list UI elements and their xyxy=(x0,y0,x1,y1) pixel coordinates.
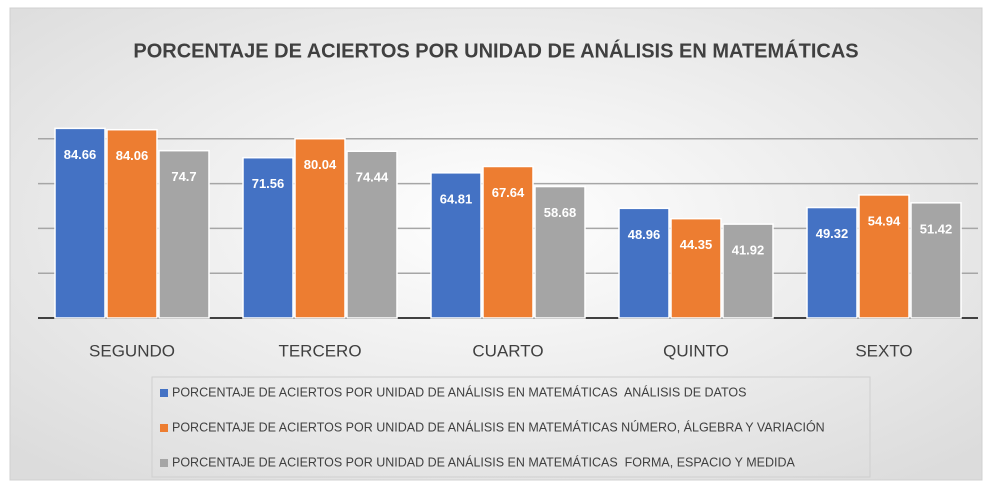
bar xyxy=(670,217,722,319)
data-label: 84.66 xyxy=(64,147,97,162)
legend-frame xyxy=(151,376,871,478)
bar xyxy=(242,156,294,319)
data-label: 80.04 xyxy=(304,157,337,172)
bar xyxy=(722,223,774,319)
data-label: 48.96 xyxy=(628,227,661,242)
bar xyxy=(534,185,586,319)
bar xyxy=(430,172,482,319)
chart-title: PORCENTAJE DE ACIERTOS POR UNIDAD DE ANÁ… xyxy=(133,39,858,62)
legend-swatch xyxy=(160,459,168,467)
bar xyxy=(346,150,398,319)
bar xyxy=(910,202,962,319)
data-label: 54.94 xyxy=(868,213,901,228)
data-label: 84.06 xyxy=(116,148,149,163)
legend-label: PORCENTAJE DE ACIERTOS POR UNIDAD DE ANÁ… xyxy=(172,454,795,469)
bar xyxy=(158,149,210,319)
x-tick-label: SEGUNDO xyxy=(89,341,175,360)
data-label: 51.42 xyxy=(920,221,953,236)
bar xyxy=(618,207,670,319)
x-tick-label: TERCERO xyxy=(278,341,361,360)
bar xyxy=(806,206,858,319)
legend-swatch xyxy=(160,389,168,397)
data-label: 49.32 xyxy=(816,226,849,241)
legend-label: PORCENTAJE DE ACIERTOS POR UNIDAD DE ANÁ… xyxy=(172,384,746,399)
data-label: 44.35 xyxy=(680,237,713,252)
data-label: 74.7 xyxy=(171,169,196,184)
data-label: 58.68 xyxy=(544,205,577,220)
x-tick-label: SEXTO xyxy=(855,341,912,360)
bar xyxy=(106,128,158,319)
data-label: 67.64 xyxy=(492,185,525,200)
data-label: 71.56 xyxy=(252,176,285,191)
data-label: 74.44 xyxy=(356,170,389,185)
data-label: 64.81 xyxy=(440,191,473,206)
x-tick-label: CUARTO xyxy=(472,341,543,360)
bar xyxy=(482,165,534,319)
bar xyxy=(294,137,346,319)
legend-label: PORCENTAJE DE ACIERTOS POR UNIDAD DE ANÁ… xyxy=(172,419,825,434)
legend-swatch xyxy=(160,424,168,432)
data-label: 41.92 xyxy=(732,243,765,258)
x-tick-label: QUINTO xyxy=(663,341,729,360)
bar xyxy=(54,127,106,319)
bar xyxy=(858,194,910,319)
